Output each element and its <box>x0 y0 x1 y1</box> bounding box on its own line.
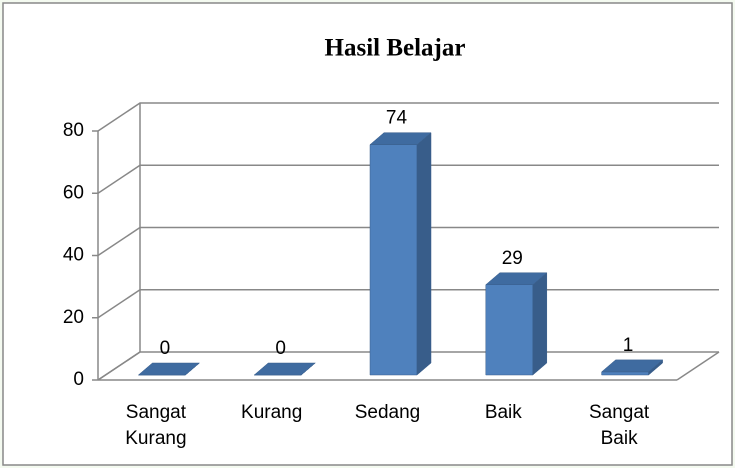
bar-front <box>601 371 649 376</box>
bar-side <box>532 272 548 376</box>
bar-top <box>253 362 316 376</box>
y-tick-label: 60 <box>63 182 84 203</box>
chart-title: Hasil Belajar <box>325 35 466 62</box>
value-label: 1 <box>623 335 634 356</box>
grid-line <box>97 226 719 257</box>
bar <box>369 132 432 376</box>
x-tick-label: Kurang <box>241 402 303 423</box>
bar <box>253 362 316 376</box>
axis-line <box>676 351 720 381</box>
value-label: 0 <box>160 338 171 359</box>
x-tick-label: Sangat Kurang <box>125 402 187 449</box>
bar <box>137 362 201 376</box>
bar-top <box>369 132 432 145</box>
value-label: 0 <box>275 338 286 359</box>
grid-line <box>97 164 719 194</box>
y-tick-label: 20 <box>63 307 84 328</box>
grid-line <box>97 102 719 132</box>
bar-front <box>485 284 534 376</box>
y-tick-label: 80 <box>63 120 84 141</box>
bar <box>600 359 664 376</box>
bar <box>485 272 548 376</box>
value-label: 29 <box>502 248 523 269</box>
y-tick-label: 0 <box>73 369 84 390</box>
bar-top <box>137 362 201 376</box>
x-tick-label: Sedang <box>354 402 421 423</box>
bar-front <box>369 144 418 376</box>
bar-top <box>600 359 664 373</box>
x-tick-label: Baik <box>484 402 522 423</box>
x-tick-label: Sangat Baik <box>588 402 650 449</box>
y-tick-label: 40 <box>63 245 84 266</box>
bar-top <box>485 272 548 285</box>
bar-side <box>416 132 432 376</box>
value-label: 74 <box>386 108 408 129</box>
